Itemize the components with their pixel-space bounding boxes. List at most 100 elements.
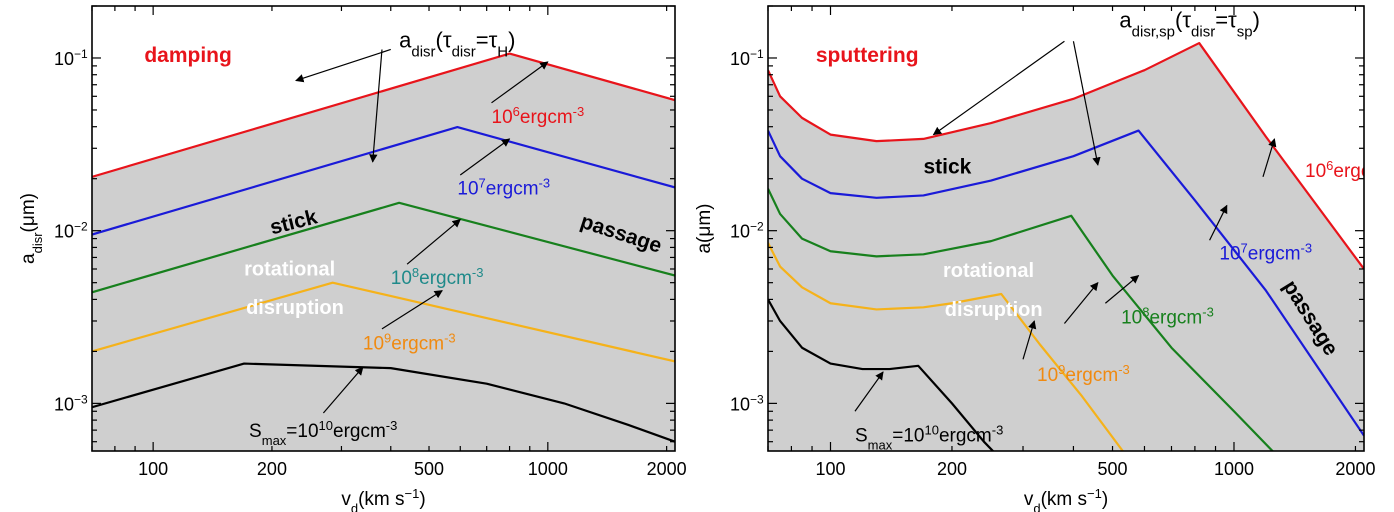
y-tick-label: 10−2	[54, 220, 88, 242]
y-tick-base: 10	[730, 394, 750, 414]
annotation-label-0-text: damping	[144, 44, 232, 67]
annotation-label-10-sub: max	[262, 432, 287, 447]
annotation-label-6: 106ergcm-3	[1305, 157, 1394, 182]
annotation-label-8-tail: ergcm	[419, 268, 472, 289]
series-line-2	[92, 201, 675, 294]
annotation-label-6-tail: ergcm	[520, 107, 573, 128]
y-tick-label: 10−1	[54, 47, 88, 69]
shaded-region	[92, 53, 675, 451]
annotation-label-8-tail: ergcm	[1149, 308, 1202, 329]
x-axis-label-sub: d	[1033, 501, 1040, 512]
x-tick-label: 1000	[1214, 459, 1254, 479]
annotation-label-10-sub: max	[868, 437, 893, 452]
y-tick-label: 10−3	[730, 392, 764, 414]
x-axis-label: vd(km s−1)	[1024, 486, 1108, 512]
annotation-label-9-tail: ergcm	[391, 334, 444, 355]
annotation-arrow-3	[381, 290, 443, 330]
annotation-arrow-5	[295, 48, 391, 83]
y-tick-exp: −3	[74, 392, 88, 406]
annotation-label-10-text: S	[855, 426, 868, 447]
x-tick-label: 500	[1098, 459, 1128, 479]
annotation-label-9-sup: 9	[384, 330, 391, 345]
annotation-label-10-tail: =10	[286, 421, 318, 442]
annotation-arrow-5	[854, 371, 884, 412]
annotation-label-8: 108ergcm-3	[1121, 304, 1214, 329]
series-line-3	[92, 281, 675, 363]
annotation-label-6-text: 10	[492, 107, 513, 128]
annotation-label-5-sub3: sp	[1237, 23, 1253, 40]
y-axis-label: a(μm)	[694, 203, 715, 253]
y-axis-label-unit: (μm)	[18, 193, 39, 232]
x-axis-label: vd(km s−1)	[341, 486, 425, 512]
y-tick-exp: −2	[74, 220, 88, 234]
annotation-arrow-2	[1104, 274, 1140, 304]
y-axis-label-sub: disr	[30, 232, 45, 254]
annotation-label-3-text: rotational	[244, 259, 335, 281]
annotation-label-7: 107ergcm-3	[457, 175, 550, 200]
annotation-label-5-sub: disr	[411, 43, 435, 60]
annotation-label-10-sup: 10	[319, 417, 333, 432]
y-tick-label: 10−2	[730, 220, 764, 242]
annotation-label-4-text: disruption	[246, 297, 344, 319]
annotation-label-5-tail: (τ	[436, 28, 452, 53]
y-axis-label: adisr(μm)	[18, 193, 45, 264]
annotation-label-6-sup: 6	[513, 104, 520, 119]
y-tick-exp: −1	[74, 47, 88, 61]
annotation-label-7-text: 10	[457, 179, 478, 200]
shaded-region	[768, 43, 1364, 451]
annotation-label-10-tail: =10	[892, 426, 924, 447]
annotation-label-0: sputtering	[816, 44, 919, 67]
x-axis-label-main: v	[1024, 489, 1034, 510]
x-tick-label: 200	[937, 459, 967, 479]
y-axis-label-main: a	[694, 243, 715, 254]
annotation-arrow-7	[1072, 41, 1101, 166]
annotation-arrow-6	[369, 49, 383, 163]
y-tick-base: 10	[54, 394, 74, 414]
annotation-label-9-sup2: -3	[1118, 361, 1130, 376]
y-tick-base: 10	[730, 222, 750, 242]
series-line-1	[768, 129, 1364, 437]
annotation-label-6-text: 10	[1305, 161, 1326, 182]
x-axis-label-unit: (km s	[358, 489, 404, 510]
series-line-3	[768, 242, 1125, 451]
annotation-label-8-sup: 8	[1142, 304, 1149, 319]
right-panel: sputteringstickpassagerotationaldisrupti…	[694, 5, 1394, 512]
annotation-label-3: rotational	[244, 259, 335, 281]
x-tick-label: 200	[257, 459, 287, 479]
x-tick-label: 2000	[1335, 459, 1375, 479]
y-tick-exp: −1	[750, 47, 764, 61]
annotation-label-10-sup2: -3	[386, 417, 398, 432]
series-line-4	[92, 362, 675, 443]
annotation-label-10-tail2: ergcm	[939, 426, 992, 447]
annotation-label-10-sup2: -3	[992, 422, 1004, 437]
annotation-label-7-tail: ergcm	[1248, 244, 1301, 265]
annotation-arrow-1	[459, 138, 511, 176]
annotation-label-9-sup2: -3	[444, 330, 456, 345]
annotation-label-5-tail: (τ	[1175, 8, 1191, 33]
series-line-2	[768, 188, 1275, 451]
series-line-1	[92, 125, 675, 236]
annotation-arrow-2	[406, 219, 461, 265]
annotation-label-5-tail3: )	[508, 28, 515, 53]
annotation-label-8-sup: 8	[412, 265, 419, 280]
annotation-label-10-sup: 10	[924, 422, 938, 437]
annotation-label-8-sup2: -3	[472, 265, 484, 280]
plot-frame	[91, 5, 676, 452]
x-tick-label: 500	[414, 459, 444, 479]
x-axis-label-unit-sup: −1	[405, 486, 420, 501]
annotation-label-3: rotational	[943, 260, 1034, 282]
annotation-label-0: damping	[144, 44, 232, 67]
annotation-label-8-sup2: -3	[1202, 304, 1214, 319]
annotation-label-5-sub3: H	[497, 43, 508, 60]
annotation-label-9-text: 10	[363, 334, 384, 355]
annotation-label-4: disruption	[945, 299, 1043, 321]
annotation-label-8-text: 10	[1121, 308, 1142, 329]
annotation-label-10-text: S	[249, 421, 262, 442]
y-tick-label: 10−3	[54, 392, 88, 414]
x-axis-label-unit-sup: −1	[1087, 486, 1102, 501]
annotation-label-5-text: a	[1119, 8, 1132, 33]
annotation-label-9-sup: 9	[1058, 361, 1065, 376]
annotation-label-9: 109ergcm-3	[363, 330, 456, 355]
